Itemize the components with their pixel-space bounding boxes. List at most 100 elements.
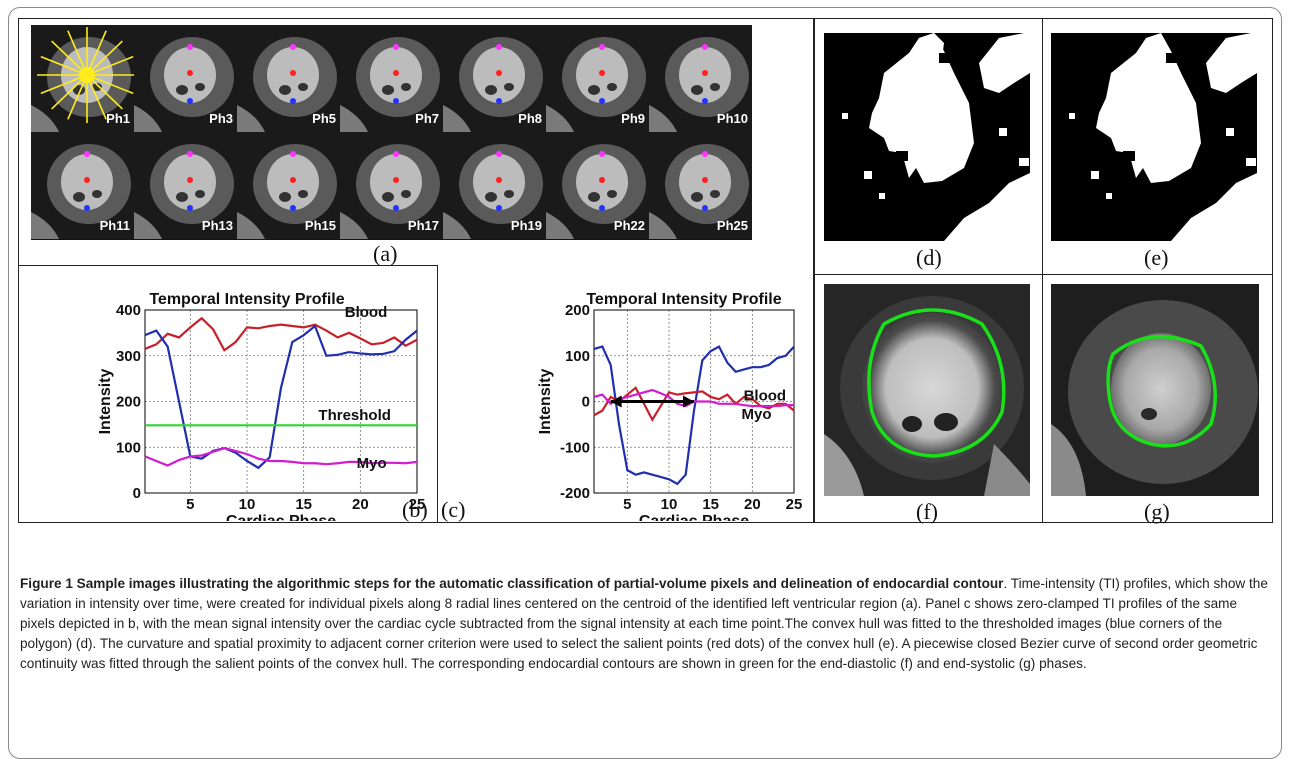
series-line: [144, 324, 418, 470]
x-axis-label: Cardiac Phase: [639, 513, 749, 521]
x-tick-label: 10: [661, 496, 678, 513]
mri-tile: Ph15: [237, 132, 340, 239]
pixel-marker-dot: [290, 151, 296, 157]
phase-label: Ph8: [518, 111, 542, 126]
mri-tile: Ph9: [546, 25, 649, 132]
mri-tile: Ph19: [443, 132, 546, 239]
pixel-marker-dot: [702, 205, 708, 211]
plot-area: [144, 309, 418, 494]
pixel-marker-dot: [599, 205, 605, 211]
x-tick-label: 25: [409, 496, 426, 513]
y-tick-label: 400: [116, 302, 141, 319]
thresholded-image-e: [1051, 33, 1257, 241]
y-tick-label: 200: [116, 394, 141, 411]
mri-tile: Ph25: [649, 132, 752, 239]
mri-slice: [134, 132, 237, 239]
mri-slice: [649, 132, 752, 239]
phase-label: Ph9: [621, 111, 645, 126]
panel-label-f: (f): [916, 499, 938, 524]
y-axis-label: Intensity: [537, 369, 554, 435]
contour-image-g: [1051, 284, 1259, 496]
y-tick-label: 100: [565, 348, 590, 365]
chart-annotation: Myo: [742, 406, 772, 423]
mri-tile: Ph17: [340, 132, 443, 239]
y-axis-label: Intensity: [97, 369, 114, 435]
arrow-head-left: [610, 395, 622, 408]
binary-mask-d: [842, 33, 1030, 241]
panel-label-a: (a): [373, 241, 398, 266]
mri-tile: Ph11: [31, 132, 134, 239]
y-tick-label: -200: [560, 485, 590, 502]
pixel-marker-dot: [599, 44, 605, 50]
pixel-marker-dot: [84, 205, 90, 211]
mri-tile: Ph8: [443, 25, 546, 132]
mri-slice: [134, 25, 237, 132]
pixel-marker-dot: [599, 98, 605, 104]
caption-body: . Time-intensity (TI) profiles, which sh…: [20, 576, 1268, 671]
pixel-marker-dot: [290, 177, 296, 183]
pixel-marker-dot: [290, 44, 296, 50]
mri-slice: [340, 132, 443, 239]
pixel-marker-dot: [702, 177, 708, 183]
y-tick-label: 100: [116, 439, 141, 456]
phase-label: Ph19: [510, 218, 542, 233]
mri-tile: Ph1: [31, 25, 134, 132]
x-axis-label: Cardiac Phase: [226, 513, 336, 521]
panel-b-box: [18, 265, 438, 523]
mri-tile: Ph13: [134, 132, 237, 239]
x-tick-label: 20: [744, 496, 761, 513]
phase-label: Ph13: [201, 218, 233, 233]
pixel-marker-dot: [393, 98, 399, 104]
pixel-marker-dot: [393, 177, 399, 183]
phase-label: Ph1: [106, 111, 130, 126]
mri-slice: [237, 25, 340, 132]
mri-tile: Ph5: [237, 25, 340, 132]
mri-end-systolic-g: [1051, 284, 1259, 496]
binary-mask-e: [1069, 33, 1257, 241]
arrow-head-right: [683, 395, 694, 408]
panel-label-g: (g): [1144, 499, 1170, 524]
x-tick-label: 20: [352, 496, 369, 513]
pixel-marker-dot: [496, 70, 502, 76]
pixel-marker-dot: [702, 98, 708, 104]
phase-label: Ph11: [99, 218, 130, 233]
chart-annotation: Blood: [345, 304, 388, 321]
phase-label: Ph10: [716, 111, 748, 126]
x-tick-label: 15: [702, 496, 719, 513]
mri-slice: [443, 25, 546, 132]
pixel-marker-dot: [496, 177, 502, 183]
series-line: [593, 345, 795, 486]
y-tick-label: 0: [582, 394, 590, 411]
phase-label: Ph3: [209, 111, 233, 126]
x-tick-label: 5: [186, 496, 194, 513]
pixel-marker-dot: [84, 177, 90, 183]
phase-label: Ph25: [716, 218, 748, 233]
chart-annotation: Myo: [357, 455, 387, 472]
pixel-marker-dot: [496, 44, 502, 50]
y-tick-label: -100: [560, 439, 590, 456]
thresholded-image-d: [824, 33, 1030, 241]
chart-annotation: Blood: [744, 388, 787, 405]
panel-label-c: (c): [441, 497, 466, 522]
plot-area: [593, 309, 795, 494]
y-tick-label: 0: [133, 485, 141, 502]
x-tick-label: 25: [786, 496, 803, 513]
chart-b: 5 10 15 20 25 0 100 200 300 400 Temporal Intensity…: [97, 291, 426, 521]
chart-title: Temporal Intensity Profile: [586, 291, 781, 308]
mri-slice: [340, 25, 443, 132]
panel-label-b: (b): [402, 497, 428, 522]
mri-slice: [649, 25, 752, 132]
figure-frame: [8, 7, 1282, 759]
phase-label: Ph5: [312, 111, 336, 126]
phase-label: Ph17: [407, 218, 439, 233]
mri-phase-grid: Ph1 Ph3 Ph5 Ph7 Ph8 Ph9 Ph10 Ph11 Ph13 Ph15 Ph17 Ph…: [31, 25, 752, 240]
mri-tile: Ph10: [649, 25, 752, 132]
pixel-marker-dot: [599, 151, 605, 157]
series-line: [144, 316, 418, 352]
x-tick-label: 5: [623, 496, 631, 513]
x-tick-label: 10: [239, 496, 256, 513]
pixel-marker-dot: [496, 151, 502, 157]
pixel-marker-dot: [187, 70, 193, 76]
pixel-marker-dot: [290, 70, 296, 76]
